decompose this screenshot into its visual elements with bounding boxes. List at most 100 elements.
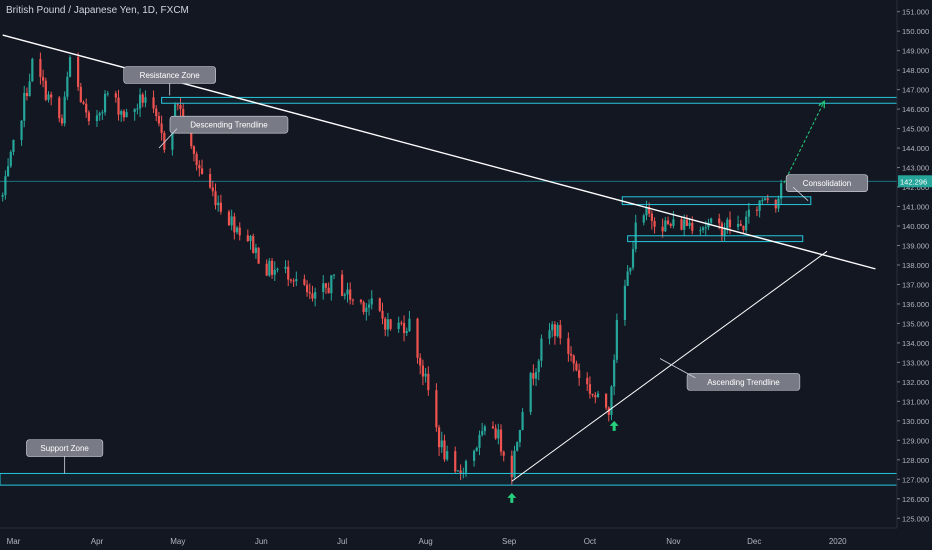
- resistance-zone-label: Resistance Zone: [140, 71, 201, 80]
- consolidation-callout-pointer: [792, 186, 809, 201]
- candle-body: [435, 390, 438, 428]
- x-tick-label: Mar: [7, 537, 21, 546]
- candle-body: [106, 93, 109, 95]
- candle-body: [491, 426, 495, 429]
- y-tick-label: 133.000: [902, 358, 929, 367]
- candle-body: [456, 470, 460, 472]
- candle-body: [586, 377, 589, 385]
- candle-body: [79, 86, 82, 103]
- resistance-zone-label-callout: Resistance Zone: [123, 66, 217, 84]
- candle-body: [472, 450, 476, 461]
- candle-body: [518, 430, 521, 443]
- candle-body: [114, 93, 117, 98]
- candle-body: [745, 216, 748, 231]
- y-tick-label: 135.000: [902, 319, 929, 328]
- candle-body: [198, 165, 201, 169]
- candle-body: [475, 447, 478, 451]
- candle-body: [252, 235, 255, 253]
- candle-body: [478, 434, 481, 448]
- candle-body: [548, 330, 551, 339]
- candle-body: [440, 440, 443, 448]
- candle-body: [569, 353, 573, 356]
- candle-body: [246, 235, 249, 242]
- callouts-group: Resistance Zone Descending Trendline Conso…: [26, 66, 869, 457]
- consolidation-label-box: [785, 174, 869, 192]
- x-tick-label: Nov: [666, 537, 680, 546]
- candle-body: [405, 331, 408, 334]
- y-axis-background: [897, 0, 932, 550]
- candle-body: [292, 280, 295, 282]
- y-tick-label: 151.000: [902, 8, 929, 17]
- consolidation-top-box: [621, 196, 812, 206]
- candle-body: [343, 294, 346, 296]
- candle-body: [254, 247, 258, 253]
- candle-body: [365, 307, 368, 312]
- candle-body: [699, 229, 702, 231]
- candle-body: [152, 97, 155, 109]
- candle-body: [683, 219, 686, 230]
- candle-body: [295, 279, 298, 282]
- candle-body: [777, 198, 780, 209]
- candle-body: [211, 187, 214, 192]
- candle-body: [499, 429, 503, 452]
- candle-body: [230, 216, 233, 226]
- candle-body: [758, 200, 761, 211]
- candle-body: [330, 275, 333, 294]
- consolidation-label-callout: Consolidation: [785, 174, 869, 192]
- candle-body: [623, 285, 627, 321]
- candle-body: [171, 126, 174, 150]
- ascending-trendline-label-callout: Ascending Trendline: [686, 373, 801, 391]
- candle-body: [766, 198, 769, 200]
- candle-body: [521, 412, 524, 431]
- x-tick-label: May: [170, 537, 185, 546]
- support-bounce-arrow: [507, 492, 517, 503]
- y-tick-label: 138.000: [902, 261, 929, 270]
- candle-body: [179, 105, 182, 109]
- candle-body: [720, 223, 724, 236]
- candle-body: [567, 338, 570, 354]
- candle-body: [459, 470, 462, 473]
- ascending-trendline-label: Ascending Trendline: [707, 378, 780, 387]
- candle-body: [227, 211, 231, 226]
- descending-trendline-label-box: [169, 115, 289, 134]
- candle-body: [233, 216, 236, 233]
- candle-body: [349, 289, 352, 300]
- candle-body: [77, 57, 80, 87]
- candle-body: [50, 94, 53, 98]
- candle-body: [402, 323, 406, 334]
- candle-body: [419, 357, 422, 366]
- candle-body: [710, 218, 713, 223]
- candle-body: [688, 222, 691, 226]
- candle-body: [691, 222, 694, 231]
- candle-body: [270, 260, 274, 275]
- consolidation-label: Consolidation: [803, 179, 851, 188]
- x-tick-label: Sep: [502, 537, 517, 546]
- candle-body: [284, 266, 287, 269]
- candle-body: [214, 191, 217, 206]
- candle-body: [268, 260, 271, 276]
- candle-body: [680, 219, 683, 230]
- candle-body: [117, 97, 120, 115]
- candle-body: [120, 111, 123, 115]
- candle-body: [235, 227, 239, 233]
- y-tick-label: 132.000: [902, 378, 929, 387]
- chart-title: British Pound / Japanese Yen, 1D, FXCM: [6, 5, 189, 16]
- candle-body: [443, 440, 446, 460]
- candle-body: [483, 426, 486, 432]
- candle-body: [464, 460, 468, 473]
- candle-body: [340, 274, 344, 296]
- candle-body: [31, 58, 34, 82]
- candle-body: [195, 153, 198, 166]
- candle-body: [594, 395, 597, 398]
- candle-body: [47, 94, 50, 100]
- candle-body: [66, 76, 69, 97]
- candle-body: [537, 360, 540, 373]
- candle-body: [532, 373, 535, 379]
- candle-body: [718, 218, 721, 224]
- y-tick-label: 131.000: [902, 397, 929, 406]
- y-tick-label: 125.000: [902, 514, 929, 523]
- candle-body: [607, 407, 610, 415]
- candle-body: [780, 183, 783, 199]
